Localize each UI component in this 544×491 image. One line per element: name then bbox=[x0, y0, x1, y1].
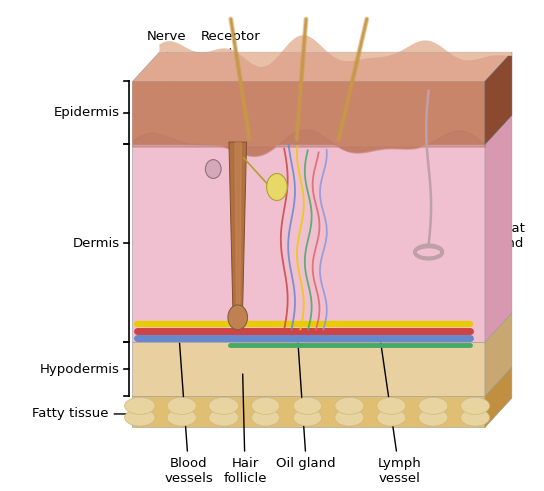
Text: Hypodermis: Hypodermis bbox=[40, 362, 120, 376]
Text: Oil gland: Oil gland bbox=[276, 217, 336, 470]
Ellipse shape bbox=[251, 397, 280, 414]
Ellipse shape bbox=[335, 409, 364, 426]
Polygon shape bbox=[133, 82, 485, 144]
Polygon shape bbox=[485, 367, 512, 428]
Text: Sweat
gland: Sweat gland bbox=[455, 211, 525, 250]
Ellipse shape bbox=[377, 397, 406, 414]
Ellipse shape bbox=[209, 409, 239, 426]
Polygon shape bbox=[485, 52, 512, 144]
Text: Epidermis: Epidermis bbox=[54, 107, 120, 119]
Text: Blood
vessels: Blood vessels bbox=[164, 338, 213, 485]
Ellipse shape bbox=[377, 409, 406, 426]
Polygon shape bbox=[485, 52, 512, 144]
Ellipse shape bbox=[461, 397, 490, 414]
Ellipse shape bbox=[335, 397, 364, 414]
Ellipse shape bbox=[418, 397, 448, 414]
Text: Receptor: Receptor bbox=[201, 30, 260, 175]
Polygon shape bbox=[229, 142, 246, 308]
Ellipse shape bbox=[293, 397, 322, 414]
Polygon shape bbox=[485, 115, 512, 342]
Ellipse shape bbox=[167, 397, 196, 414]
Ellipse shape bbox=[206, 160, 221, 179]
Text: Fatty tissue: Fatty tissue bbox=[32, 408, 145, 420]
Polygon shape bbox=[133, 82, 485, 156]
Ellipse shape bbox=[167, 409, 196, 426]
Polygon shape bbox=[133, 52, 512, 82]
Ellipse shape bbox=[267, 173, 287, 200]
Text: Dermis: Dermis bbox=[73, 237, 120, 250]
Polygon shape bbox=[159, 35, 512, 67]
Polygon shape bbox=[133, 144, 485, 342]
Text: Hair
follicle: Hair follicle bbox=[224, 374, 267, 485]
Polygon shape bbox=[485, 313, 512, 396]
Ellipse shape bbox=[251, 409, 280, 426]
Ellipse shape bbox=[418, 409, 448, 426]
Text: Lymph
vessel: Lymph vessel bbox=[378, 338, 421, 485]
Text: Nerve: Nerve bbox=[147, 30, 187, 126]
Ellipse shape bbox=[209, 397, 239, 414]
Ellipse shape bbox=[461, 409, 490, 426]
Ellipse shape bbox=[125, 409, 155, 426]
Ellipse shape bbox=[228, 305, 248, 329]
Polygon shape bbox=[133, 342, 485, 396]
Polygon shape bbox=[133, 396, 485, 428]
Ellipse shape bbox=[125, 397, 155, 414]
Ellipse shape bbox=[293, 409, 322, 426]
